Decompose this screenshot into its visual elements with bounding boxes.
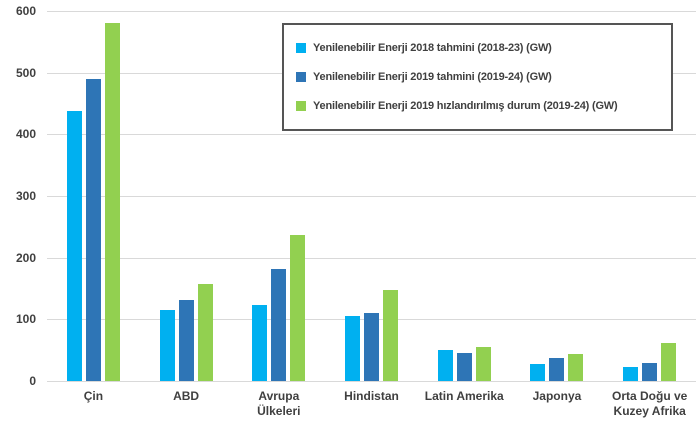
legend-swatch-icon	[296, 72, 306, 82]
x-axis-category-label: Orta Doğu ve Kuzey Afrika	[611, 389, 688, 418]
bar	[456, 353, 472, 381]
gridline	[47, 381, 696, 382]
bar	[252, 305, 268, 381]
gridline	[47, 196, 696, 197]
bar	[549, 357, 565, 381]
gridline	[47, 134, 696, 136]
bar	[530, 363, 546, 381]
bar-group	[232, 11, 325, 381]
bar	[290, 234, 306, 381]
bar	[364, 312, 380, 381]
x-axis-category-label: Çin	[83, 389, 104, 403]
bar	[345, 315, 361, 381]
bar	[383, 289, 399, 381]
bar	[66, 110, 82, 381]
x-axis-category-label: Avrupa Ülkeleri	[257, 389, 301, 418]
legend-item: Yenilenebilir Enerji 2019 hızlandırılmış…	[296, 100, 671, 112]
legend: Yenilenebilir Enerji 2018 tahmini (2018-…	[282, 23, 673, 131]
legend-label: Yenilenebilir Enerji 2019 tahmini (2019-…	[313, 71, 552, 83]
bar-group	[418, 11, 511, 381]
bar-group	[140, 11, 233, 381]
legend-label: Yenilenebilir Enerji 2019 hızlandırılmış…	[313, 100, 618, 112]
bar-group	[325, 11, 418, 381]
x-axis-category-label: Hindistan	[344, 389, 399, 403]
plot-area	[47, 11, 696, 382]
bar	[623, 366, 639, 381]
bar	[159, 310, 175, 381]
bar	[437, 350, 453, 381]
bar-group	[47, 11, 140, 381]
bar	[642, 363, 658, 381]
legend-item: Yenilenebilir Enerji 2018 tahmini (2018-…	[296, 42, 671, 54]
y-axis-tick-label: 500	[15, 65, 36, 80]
bar-group	[511, 11, 604, 381]
bar	[271, 268, 287, 381]
x-axis-category-label: Latin Amerika	[424, 389, 504, 403]
bar	[661, 343, 677, 381]
y-axis-tick-label: 200	[15, 250, 36, 265]
legend-swatch-icon	[296, 101, 306, 111]
legend-label: Yenilenebilir Enerji 2018 tahmini (2018-…	[313, 42, 552, 54]
bar	[197, 284, 213, 381]
x-axis-category-label: Japonya	[532, 389, 582, 403]
x-axis-category-label: ABD	[173, 389, 200, 403]
y-axis-tick-label: 100	[15, 312, 36, 327]
y-axis-tick-label: 600	[15, 4, 36, 18]
y-axis: 0 100 200 300 400 500 600	[0, 0, 40, 445]
bar-group	[603, 11, 696, 381]
gridline	[47, 257, 696, 259]
bar	[568, 353, 584, 381]
bar	[85, 79, 101, 381]
y-axis-tick-label: 400	[15, 127, 36, 142]
gridline	[47, 11, 696, 12]
bars-layer	[47, 11, 696, 381]
legend-swatch-icon	[296, 43, 306, 53]
legend-item: Yenilenebilir Enerji 2019 tahmini (2019-…	[296, 71, 671, 83]
bar	[475, 347, 491, 381]
y-axis-tick-label: 300	[15, 189, 36, 203]
bar	[104, 23, 120, 381]
y-axis-tick-label: 0	[29, 374, 36, 388]
x-axis: Çin ABD Avrupa Ülkeleri Hindistan Latin Amer…	[47, 389, 696, 419]
bar	[178, 300, 194, 381]
